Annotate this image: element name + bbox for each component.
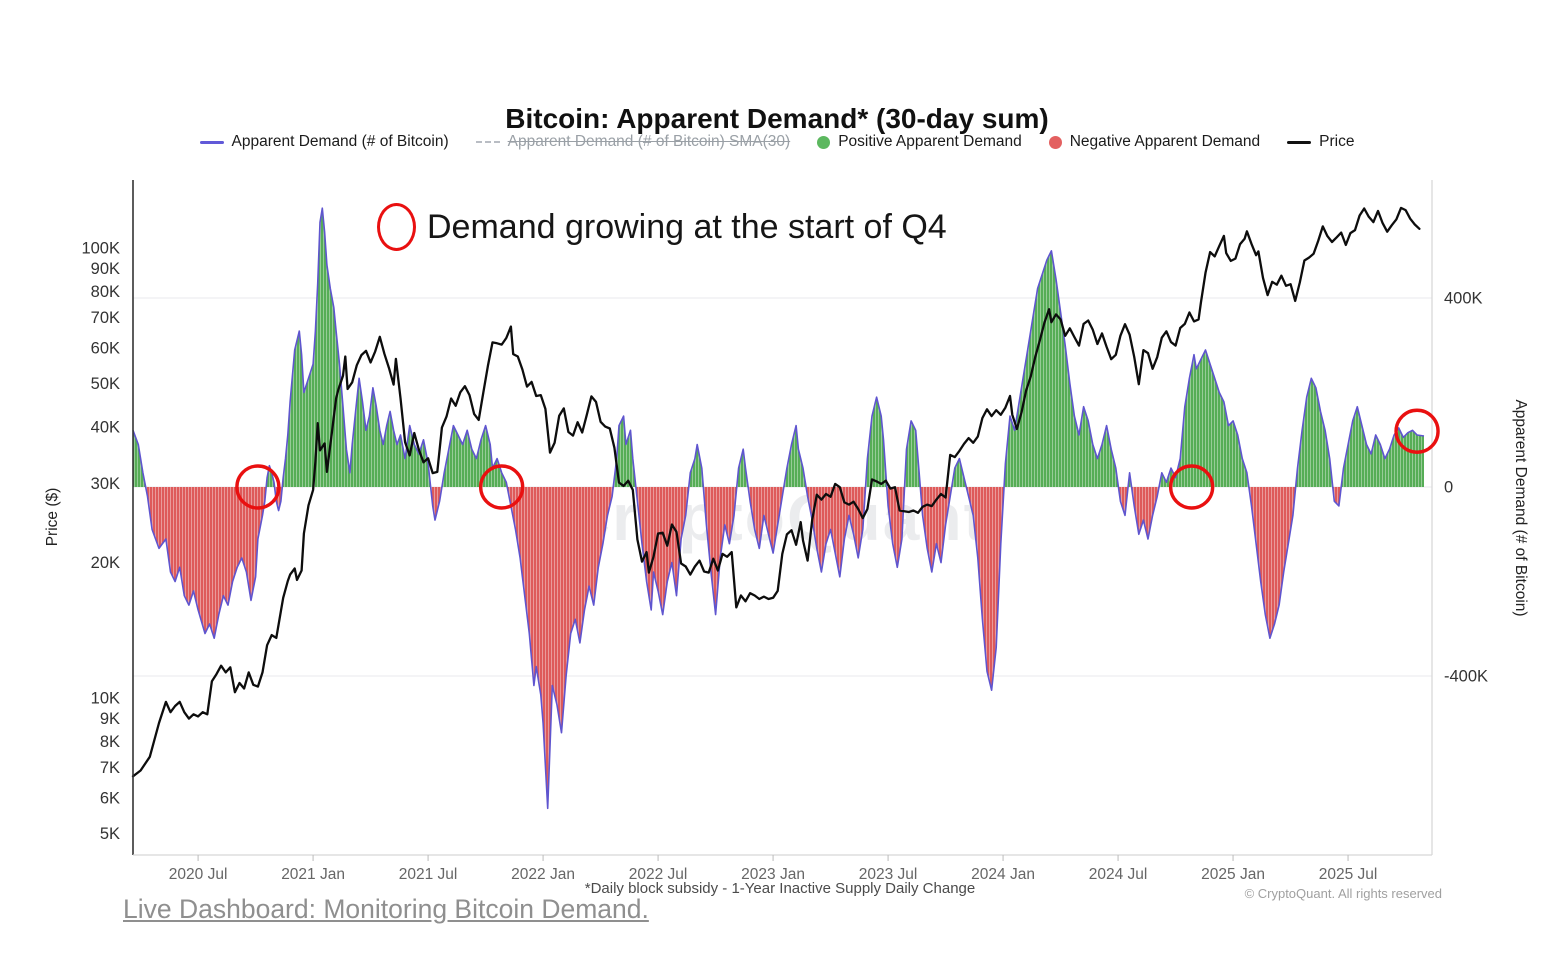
x-tick-label: 2022 Jan <box>511 866 575 883</box>
price-tick-label: 20K <box>91 554 120 572</box>
price-line <box>131 206 1421 778</box>
apparent-demand-line <box>132 207 1425 810</box>
legend-item-positive-demand[interactable]: Positive Apparent Demand <box>817 133 1022 151</box>
demand-tick-label: 0 <box>1444 479 1453 497</box>
price-tick-label: 5K <box>100 825 120 843</box>
price-tick-label: 40K <box>91 419 120 437</box>
live-dashboard-link[interactable]: Live Dashboard: Monitoring Bitcoin Deman… <box>123 894 649 924</box>
x-tick-label: 2022 Jul <box>629 866 688 883</box>
price-tick-label: 10K <box>91 690 120 708</box>
price-tick-label: 60K <box>91 339 120 357</box>
x-tick-label: 2021 Jan <box>281 866 345 883</box>
price-tick-label: 6K <box>100 789 120 807</box>
legend: Apparent Demand (# of Bitcoin) Apparent … <box>0 133 1554 151</box>
legend-item-apparent-demand[interactable]: Apparent Demand (# of Bitcoin) <box>199 133 449 151</box>
price-tick-label: 7K <box>100 759 120 777</box>
x-tick-label: 2021 Jul <box>399 866 458 883</box>
price-tick-label: 50K <box>91 375 120 393</box>
price-tick-label: 30K <box>91 475 120 493</box>
x-tick-label: 2025 Jan <box>1201 866 1265 883</box>
demand-tick-label: 400K <box>1444 290 1483 308</box>
legend-label: Price <box>1319 133 1355 150</box>
highlight-circle-icon <box>478 464 525 510</box>
sma-dashed-line-swatch-icon <box>475 141 500 143</box>
price-tick-label: 70K <box>91 309 120 327</box>
footnote: *Daily block subsidy - 1-Year Inactive S… <box>584 880 976 897</box>
annotation-text: Demand growing at the start of Q4 <box>427 207 947 246</box>
x-tick-label: 2023 Jul <box>859 866 918 883</box>
x-tick-label: 2020 Jul <box>169 866 228 883</box>
negative-dot-icon <box>1048 135 1062 149</box>
legend-label: Positive Apparent Demand <box>838 133 1022 150</box>
x-tick-label: 2025 Jul <box>1319 866 1378 883</box>
highlight-circle-icon <box>235 464 281 510</box>
left-axis-title: Price ($) <box>44 488 61 547</box>
legend-item-price[interactable]: Price <box>1287 133 1355 151</box>
price-tick-label: 90K <box>91 260 120 278</box>
legend-item-negative-demand[interactable]: Negative Apparent Demand <box>1048 133 1261 151</box>
highlight-circle-icon <box>1394 408 1440 454</box>
positive-dot-icon <box>817 135 831 149</box>
legend-label: Apparent Demand (# of Bitcoin) SMA(30) <box>507 133 791 150</box>
x-tick-label: 2024 Jul <box>1089 866 1148 883</box>
copyright-text: © CryptoQuant. All rights reserved <box>1244 886 1442 901</box>
price-tick-label: 8K <box>100 733 120 751</box>
plot-area[interactable] <box>133 180 1432 855</box>
price-tick-label: 100K <box>81 240 120 258</box>
annotation-callout: Demand growing at the start of Q4 <box>377 203 947 251</box>
price-tick-label: 9K <box>100 710 120 728</box>
x-tick-label: 2023 Jan <box>741 866 805 883</box>
legend-item-sma30[interactable]: Apparent Demand (# of Bitcoin) SMA(30) <box>475 133 791 151</box>
right-axis-title: Apparent Demand (# of Bitcoin) <box>1512 399 1529 616</box>
legend-label: Apparent Demand (# of Bitcoin) <box>231 133 449 150</box>
x-tick-label: 2024 Jan <box>971 866 1035 883</box>
demand-line-swatch-icon <box>199 140 224 144</box>
page-title: Bitcoin: Apparent Demand* (30-day sum) <box>505 102 1049 134</box>
price-tick-label: 80K <box>91 283 120 301</box>
demand-tick-label: -400K <box>1444 668 1488 686</box>
annotation-circle-icon <box>377 203 416 251</box>
price-line-swatch-icon <box>1287 140 1312 144</box>
legend-label: Negative Apparent Demand <box>1069 133 1261 150</box>
highlight-circle-icon <box>1168 464 1215 510</box>
